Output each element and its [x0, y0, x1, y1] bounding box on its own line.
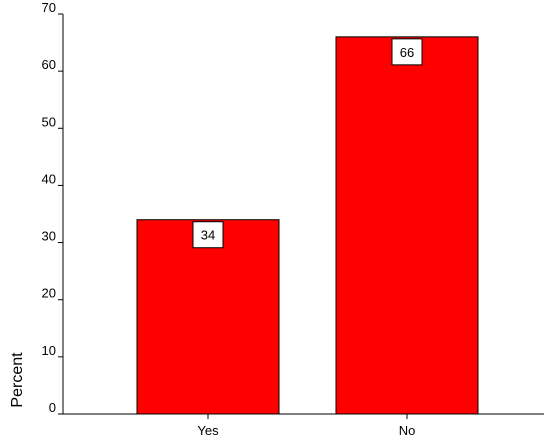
- y-tick-label: 70: [42, 0, 56, 15]
- data-label-no: 66: [400, 45, 414, 60]
- x-tick-label-no: No: [399, 423, 416, 438]
- y-axis-title: Percent: [9, 352, 26, 408]
- bars: [136, 36, 479, 415]
- y-tick-label: 30: [42, 229, 56, 244]
- data-label-box: [192, 221, 224, 249]
- y-tick-label: 10: [42, 343, 56, 358]
- data-label-yes: 34: [201, 228, 215, 243]
- y-tick-label: 50: [42, 114, 56, 129]
- bar-yes: [136, 219, 280, 415]
- data-labels: 34 66: [192, 38, 423, 249]
- data-label-box: [391, 38, 423, 66]
- y-axis-ticks: 0 10 20 30 40 50 60 70: [42, 0, 63, 415]
- bar-no: [335, 36, 479, 415]
- x-axis-ticks: Yes No: [197, 414, 415, 438]
- y-tick-label: 20: [42, 286, 56, 301]
- y-tick-label: 0: [49, 400, 56, 415]
- y-tick-label: 40: [42, 171, 56, 186]
- y-tick-label: 60: [42, 57, 56, 72]
- x-tick-label-yes: Yes: [197, 423, 219, 438]
